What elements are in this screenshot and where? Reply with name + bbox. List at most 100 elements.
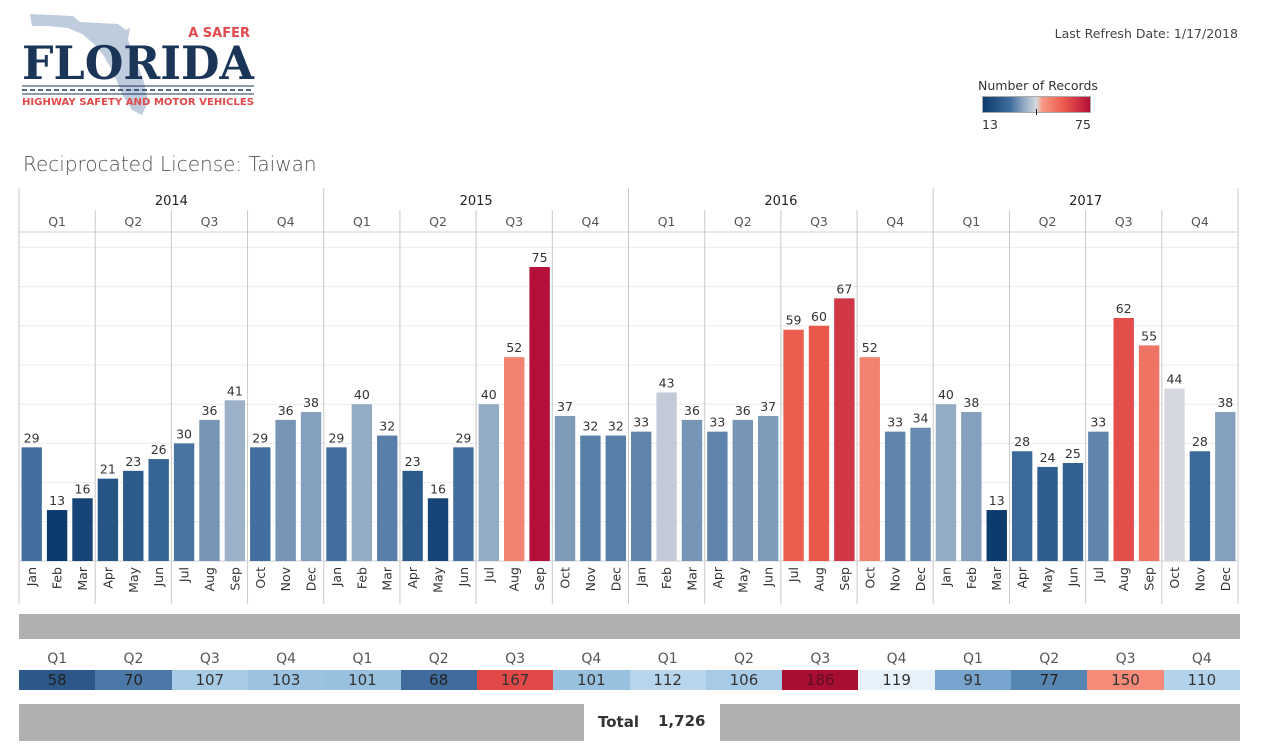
color-legend-min: 13 [982, 117, 998, 132]
month-tick-label: Apr [100, 566, 115, 588]
month-tick-label: Jan [24, 567, 39, 587]
logo-name: FLORIDA [22, 36, 255, 90]
month-tick-label: Apr [710, 566, 725, 588]
bar [1138, 345, 1160, 561]
bar [732, 419, 753, 561]
bar [910, 427, 931, 561]
month-tick-label: Sep [1142, 567, 1157, 591]
month-tick-label: Feb [50, 567, 65, 589]
quarter-total-label: Q3 [810, 651, 831, 667]
bar-value-label: 41 [227, 383, 243, 398]
quarter-total-label: Q3 [1115, 651, 1136, 667]
month-tick-label: Oct [253, 567, 268, 589]
bar-value-label: 24 [1040, 450, 1056, 465]
bar-value-label: 16 [430, 481, 446, 496]
bar-value-label: 55 [1141, 328, 1157, 343]
month-tick-label: Jan [938, 567, 953, 587]
quarter-total-column: Q4 103 [247, 651, 325, 691]
month-tick-label: Mar [989, 566, 1004, 590]
quarter-total-value: 119 [858, 670, 935, 690]
quarter-total-column: Q2 68 [400, 651, 477, 691]
month-tick-label: Nov [888, 566, 903, 591]
bar-value-label: 40 [481, 387, 497, 402]
bar [1189, 451, 1211, 561]
chart-title: Reciprocated License: Taiwan [23, 152, 317, 176]
month-tick-label: Mar [684, 566, 699, 590]
quarter-total-column: Q3 107 [171, 651, 248, 691]
quarter-total-label: Q3 [199, 651, 220, 667]
quarter-total-value: 70 [95, 670, 172, 690]
month-tick-label: Jul [786, 567, 801, 583]
bar [631, 431, 652, 561]
bar [478, 404, 500, 561]
bar-value-label: 75 [532, 250, 548, 265]
bar [681, 419, 703, 561]
bar [529, 267, 550, 561]
month-tick-label: Feb [354, 567, 369, 589]
bar-value-label: 36 [684, 403, 700, 418]
quarter-total-column: Q1 91 [934, 651, 1012, 691]
quarter-total-label: Q2 [1039, 651, 1060, 667]
bar [707, 431, 728, 561]
bar-value-label: 32 [379, 419, 395, 434]
quarter-header-label: Q1 [962, 214, 980, 229]
bar-value-label: 32 [582, 419, 598, 434]
quarter-header-label: Q3 [201, 214, 219, 229]
quarter-total-label: Q1 [352, 651, 373, 667]
bar-value-label: 40 [354, 387, 370, 402]
quarter-total-value: 106 [705, 670, 783, 690]
quarter-header-label: Q4 [886, 214, 904, 229]
month-tick-label: Feb [659, 567, 674, 589]
quarter-header-label: Q3 [810, 214, 828, 229]
bar-value-label: 29 [455, 430, 471, 445]
bar-value-label: 25 [1065, 446, 1081, 461]
quarter-total-value: 68 [400, 670, 477, 690]
florida-hsmv-logo: A SAFER FLORIDA HIGHWAY SAFETY AND MOTOR… [22, 14, 255, 115]
quarter-total-label: Q2 [123, 651, 144, 667]
month-tick-label: Jan [634, 567, 649, 587]
bar [1088, 431, 1109, 561]
bar [72, 498, 93, 561]
bar [504, 357, 525, 561]
quarter-header-label: Q3 [505, 214, 523, 229]
divider-band [19, 614, 1240, 639]
quarter-total-label: Q2 [734, 651, 754, 667]
year-header-label: 2015 [460, 194, 493, 209]
bar [199, 419, 220, 561]
quarter-header-label: Q2 [1039, 214, 1057, 229]
quarter-total-value: 186 [782, 670, 859, 690]
bar [884, 431, 906, 561]
bar [961, 412, 982, 561]
bar-value-label: 43 [659, 375, 675, 390]
color-legend-max: 75 [1075, 117, 1091, 132]
month-tick-label: Jul [481, 567, 496, 583]
bar [21, 447, 42, 561]
bar-value-label: 62 [1116, 301, 1132, 316]
bar [1011, 451, 1033, 561]
bar-value-label: 59 [786, 313, 802, 328]
quarter-total-value: 77 [1011, 670, 1088, 690]
bar [123, 470, 144, 561]
bar-value-label: 33 [633, 415, 649, 430]
bar-value-label: 37 [557, 399, 573, 414]
month-tick-label: Feb [964, 567, 979, 589]
bar-value-label: 38 [963, 395, 979, 410]
bar-value-label: 38 [303, 395, 319, 410]
month-tick-label: Jun [761, 567, 776, 588]
quarter-total-column: Q1 101 [324, 651, 401, 691]
bar [300, 412, 322, 561]
quarter-totals-table: Q1 58 Q2 70 Q3 107 Q4 103 Q1 101 Q2 68 Q3 167 Q4 101 Q1 1… [19, 651, 1240, 691]
logo-tagline: A SAFER [188, 26, 250, 41]
quarter-total-label: Q2 [428, 651, 449, 667]
month-tick-label: Jun [456, 567, 471, 588]
monthly-bar-chart: 2014 Q1 Q2 Q3 Q4 2015 Q1 Q2 Q3 Q4 2016 Q1 Q2 Q3 Q4 2017… [18, 188, 1239, 604]
month-tick-label: Jun [151, 567, 166, 588]
bar [986, 510, 1007, 561]
bar-value-label: 21 [100, 462, 116, 477]
month-tick-label: Mar [75, 566, 90, 590]
bar-value-label: 33 [887, 415, 903, 430]
quarter-total-column: Q4 110 [1163, 651, 1240, 691]
color-legend-tick [1036, 109, 1037, 115]
last-refresh-date: Last Refresh Date: 1/17/2018 [1054, 26, 1238, 41]
bar-value-label: 26 [151, 442, 167, 457]
